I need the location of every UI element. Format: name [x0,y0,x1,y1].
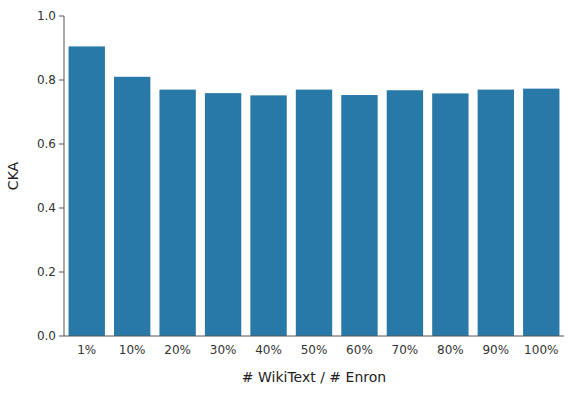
x-tick-label: 30% [210,343,237,357]
y-tick-label: 0.8 [37,73,56,87]
x-tick-label: 100% [524,343,558,357]
y-tick-label: 1.0 [37,9,56,23]
bar [159,90,195,336]
bar [523,89,559,336]
y-axis-line [64,16,65,336]
bar [478,90,514,336]
bar [114,77,150,336]
x-tick-label: 90% [482,343,509,357]
x-tick-label: 10% [119,343,146,357]
bar [69,46,105,336]
x-tick-label: 20% [164,343,191,357]
y-tick [59,272,64,273]
x-axis: 1% 10% 20% 30% 40% 50% 60% 70% 80% 90% 100% [77,343,558,357]
y-tick [59,336,64,337]
y-tick [59,144,64,145]
x-tick-label: 50% [301,343,328,357]
y-tick [59,16,64,17]
x-tick-label: 70% [392,343,419,357]
y-tick-label: 0.2 [37,265,56,279]
chart-container: 0.0 0.2 0.4 0.6 0.8 1.0 1% 10% 20% 30% 40% 50% 60% 70… [0,0,580,394]
y-tick-label: 0.0 [37,329,56,343]
bar [387,90,423,336]
x-tick-label: 60% [346,343,373,357]
x-axis-line [64,336,564,337]
y-tick-label: 0.6 [37,137,56,151]
x-tick-label: 80% [437,343,464,357]
y-tick [59,80,64,81]
bar [250,95,286,336]
y-tick [59,208,64,209]
bars [69,46,560,336]
x-axis-title: # WikiText / # Enron [242,369,386,385]
y-tick-label: 0.4 [37,201,56,215]
bar [341,95,377,336]
y-axis-title: CKA [5,161,21,190]
x-tick-label: 1% [77,343,96,357]
chart: 0.0 0.2 0.4 0.6 0.8 1.0 1% 10% 20% 30% 40% 50% 60% 70… [0,0,580,394]
y-axis: 0.0 0.2 0.4 0.6 0.8 1.0 [37,9,64,343]
bar [432,93,468,336]
bar [205,93,241,336]
bar [296,90,332,336]
x-tick-label: 40% [255,343,282,357]
